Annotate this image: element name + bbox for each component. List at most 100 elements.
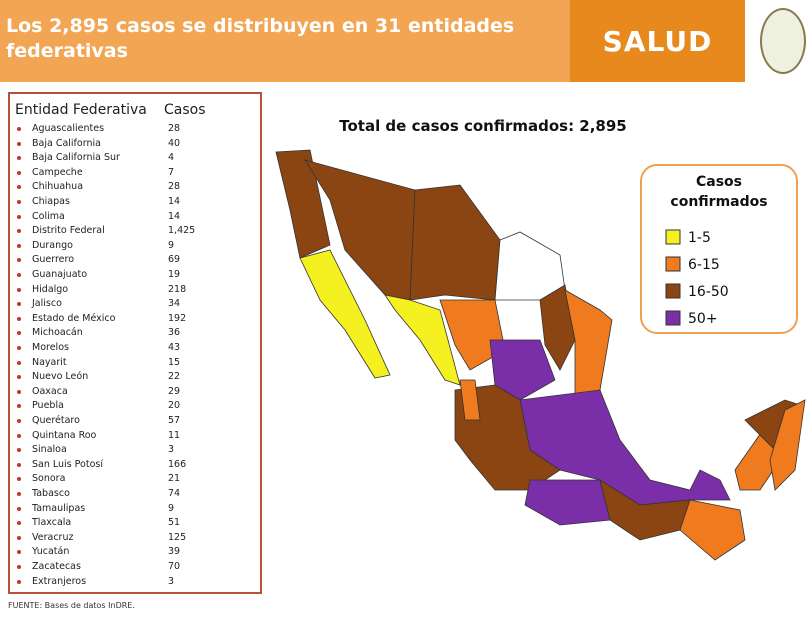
legend-label: 16-50 (688, 284, 729, 300)
case-count: 19 (168, 269, 181, 280)
state-name: Oaxaca (32, 385, 68, 397)
legend-label: 6-15 (688, 257, 720, 273)
table-row: Veracruz 125 (10, 532, 260, 546)
legend-box (640, 164, 798, 334)
state-name: Campeche (32, 166, 83, 178)
state-name: Durango (32, 239, 73, 251)
header-band: Los 2,895 casos se distribuyen en 31 ent… (0, 0, 570, 82)
bullet (17, 316, 21, 321)
state-region (524, 479, 611, 526)
bullet (17, 156, 21, 161)
bullet (17, 331, 21, 336)
state-name: Baja California Sur (32, 152, 120, 164)
state-name: Sinaloa (32, 444, 67, 456)
table-row: Zacatecas 70 (10, 561, 260, 575)
case-count: 69 (168, 254, 181, 266)
state-region (384, 294, 461, 386)
legend-label: 1-5 (688, 230, 711, 246)
legend-swatch (665, 229, 681, 245)
bullet (17, 302, 21, 307)
table-row: Baja California 40 (10, 138, 260, 152)
map-title: Total de casos confirmados: 2,895 (339, 117, 627, 135)
state-region (769, 399, 806, 491)
case-count: 28 (168, 123, 181, 134)
state-region (539, 284, 576, 371)
state-region (409, 184, 501, 301)
bullet (17, 462, 21, 467)
table-row: Hidalgo 218 (10, 284, 260, 298)
case-count: 14 (168, 196, 181, 207)
table-row: Querétaro 57 (10, 415, 260, 429)
bullet (17, 360, 21, 365)
state-name: Extranjeros (32, 575, 87, 587)
bullet (17, 535, 21, 540)
emblem (760, 8, 806, 74)
case-count: 9 (168, 239, 175, 251)
case-count: 9 (168, 502, 175, 514)
table-header: Entidad Federativa (15, 102, 147, 118)
case-count: 3 (168, 444, 175, 456)
case-count: 15 (168, 356, 181, 368)
state-name: Distrito Federal (32, 225, 105, 237)
table-row: Nuevo León 22 (10, 371, 260, 385)
bullet (17, 346, 21, 350)
bullet (17, 127, 21, 131)
legend-title: Casos confirmados (670, 174, 767, 210)
state-name: Baja California (32, 137, 101, 149)
bullet (17, 477, 21, 482)
case-count: 125 (168, 531, 187, 543)
brand: SALUD (570, 0, 745, 82)
table-row: Guerrero 69 (10, 254, 260, 268)
state-name: Yucatán (32, 546, 70, 558)
table-row: Nayarit 15 (10, 357, 260, 371)
legend-swatch (665, 256, 681, 272)
case-count: 51 (168, 517, 181, 529)
table-row: Yucatán 39 (10, 546, 260, 560)
state-name: Zacatecas (32, 561, 81, 572)
bullet (17, 550, 21, 555)
state-name: Sonora (32, 473, 66, 485)
legend-swatch (665, 310, 681, 326)
table-row: Aguascalientes 28 (10, 123, 260, 137)
bullet (17, 287, 21, 292)
bullet (17, 229, 21, 234)
state-name: San Luis Potosí (32, 458, 103, 470)
bullet (17, 565, 21, 569)
case-count: 28 (168, 181, 181, 193)
state-name: Jalisco (32, 298, 62, 310)
state-region (459, 379, 481, 421)
table-row: Oaxaca 29 (10, 386, 260, 400)
legend-swatch (665, 283, 681, 299)
case-count: 74 (168, 488, 181, 499)
bullet (17, 389, 21, 394)
bullet (17, 243, 21, 248)
table-row: Tamaulipas 9 (10, 503, 260, 517)
case-count: 43 (168, 342, 181, 353)
state-name: Nayarit (32, 356, 67, 368)
case-count: 22 (168, 371, 181, 383)
table-row: Jalisco 34 (10, 298, 260, 312)
table-row: Sonora 21 (10, 473, 260, 487)
state-region (275, 149, 331, 259)
header-title: Los 2,895 casos se distribuyen en 31 ent… (6, 15, 515, 62)
case-count: 14 (168, 210, 181, 222)
state-region (439, 299, 506, 371)
table-header: Casos (164, 102, 206, 118)
case-count: 40 (168, 137, 181, 149)
state-name: Estado de México (32, 312, 116, 324)
case-count: 36 (168, 327, 181, 339)
state-name: Puebla (32, 400, 64, 412)
case-count: 20 (168, 400, 181, 412)
state-name: Aguascalientes (32, 123, 105, 134)
state-name: Tlaxcala (32, 517, 72, 529)
table-row: Morelos 43 (10, 342, 260, 356)
bullet (17, 419, 21, 423)
state-name: Hidalgo (32, 283, 69, 295)
table-row: Distrito Federal 1,425 (10, 225, 260, 239)
state-name: Quintana Roo (32, 429, 97, 441)
table-row: Quintana Roo 11 (10, 430, 260, 444)
table-row: Chihuahua 28 (10, 181, 260, 195)
bullet (17, 375, 21, 380)
table-row: Tlaxcala 51 (10, 517, 260, 531)
